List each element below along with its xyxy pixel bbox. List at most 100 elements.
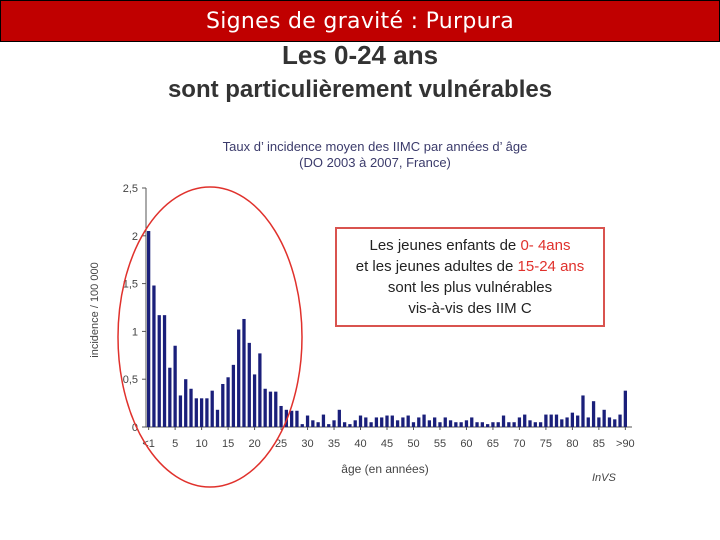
x-tick-label: 45: [381, 438, 393, 450]
chart-bars: [147, 231, 627, 427]
bar-age-6: [178, 395, 183, 427]
bar-age-59: [459, 422, 463, 427]
bar-age-38: [348, 424, 352, 427]
bar-age-45: [385, 415, 389, 427]
bar-age-79: [565, 417, 569, 427]
bar-age-2: [157, 315, 161, 427]
bar-age-64: [486, 424, 490, 427]
bar-age-31: [311, 420, 315, 427]
bar-age-43: [374, 417, 379, 427]
annotation-line-3: sont les plus vulnérables: [387, 279, 553, 296]
bar-age-12: [210, 390, 214, 427]
bar-age-26: [284, 409, 288, 427]
bar-age-13: [215, 409, 220, 427]
bar-age-48: [401, 417, 405, 427]
bar-age-82: [581, 395, 585, 427]
x-tick-label: 50: [407, 438, 419, 450]
bar-age-23: [268, 391, 273, 427]
x-axis-label: âge (en années): [341, 462, 428, 476]
bar-age-30: [305, 415, 310, 427]
bar-age-5: [173, 345, 177, 427]
bar-age-47: [395, 420, 400, 427]
bar-age-83: [586, 417, 590, 427]
bar-age-1: [152, 285, 156, 427]
highlight-ellipse: [117, 186, 303, 488]
bar-age-9: [194, 398, 198, 427]
bar-age-75: [544, 414, 548, 427]
x-tick-label: 75: [540, 438, 552, 450]
x-tick-label: >90: [616, 438, 635, 450]
annotation-text: Les jeunes enfants de: [369, 237, 521, 254]
y-tick-label: 2,5: [123, 183, 138, 195]
bar-age-57: [448, 420, 453, 427]
x-tick-label: 25: [275, 438, 287, 450]
y-axis-label: incidence / 100 000: [89, 262, 101, 357]
bar-age-36: [337, 409, 341, 427]
bar-age-84: [591, 401, 596, 427]
bar-age-87: [607, 417, 612, 427]
y-tick-label: 0,5: [123, 374, 138, 386]
bar-age-53: [427, 420, 432, 427]
bar-age-41: [364, 417, 368, 427]
bar-age-50: [411, 422, 416, 427]
x-tick-label: 15: [222, 438, 234, 450]
bar-age-37: [342, 422, 347, 427]
bar-age-60: [464, 420, 469, 427]
bar-age-39: [353, 420, 357, 427]
x-tick-label: 5: [172, 438, 178, 450]
bar-age-17: [237, 329, 241, 427]
bar-age-16: [231, 364, 236, 427]
bar-age-42: [369, 422, 373, 427]
x-tick-label: 40: [354, 438, 366, 450]
annotation-line-2: et les jeunes adultes de 15-24 ans: [337, 256, 603, 277]
bar-age-25: [279, 405, 283, 427]
bar-age-24: [274, 391, 278, 427]
bar-age-29: [300, 424, 304, 427]
bar-age-77: [554, 414, 559, 427]
x-tick-label: 35: [328, 438, 340, 450]
bar-age-34: [327, 424, 331, 427]
bar-age-3: [162, 315, 167, 427]
bar-age-86: [602, 409, 606, 427]
y-tick-label: 0: [132, 422, 138, 434]
bar-age-32: [316, 422, 320, 427]
y-tick-label: 1: [132, 326, 138, 338]
bar-age-56: [443, 417, 447, 427]
bar-age-70: [517, 417, 522, 427]
annotation-line-1: Les jeunes enfants de 0- 4ans: [337, 235, 603, 256]
annotation-highlight: 15-24 ans: [517, 258, 585, 275]
bar-age-71: [523, 414, 527, 427]
bar-age-76: [549, 414, 553, 427]
bar-age-11: [205, 398, 209, 427]
bar-age-49: [406, 415, 410, 427]
bar-age-46: [390, 415, 394, 427]
x-tick-label: 65: [487, 438, 499, 450]
bar-age-61: [470, 417, 474, 427]
bar-age-88: [613, 419, 617, 427]
bar-age-78: [560, 419, 564, 427]
chart-ticks: 0 0,5 1 1,5 2 2,5 <1 5 10 15 20 25 30 35 40 45 50 55 60 65 7…: [123, 183, 635, 450]
bar-age-14: [221, 383, 225, 427]
x-tick-label: 60: [460, 438, 472, 450]
bar-age-81: [576, 415, 580, 427]
bar-age-74: [538, 422, 543, 427]
bar-age-80: [570, 412, 575, 427]
bar-age-69: [512, 422, 516, 427]
bar-age-52: [422, 414, 426, 427]
y-tick-label: 2: [132, 231, 138, 243]
x-tick-label: 55: [434, 438, 446, 450]
bar-age-85: [597, 417, 601, 427]
slide-title: Signes de gravité : Purpura: [205, 8, 515, 34]
bar-age-72: [528, 420, 532, 427]
bar-age-19: [247, 342, 251, 427]
x-tick-label: <1: [142, 438, 155, 450]
annotation-box: Les jeunes enfants de 0- 4ans et les jeu…: [335, 227, 605, 327]
bar-age->90: [623, 390, 627, 427]
bar-age-10: [199, 398, 204, 427]
bar-age-8: [189, 388, 193, 427]
bar-age-67: [501, 415, 506, 427]
bar-age-7: [184, 379, 188, 427]
bar-age-44: [380, 417, 384, 427]
bar-age-73: [533, 422, 537, 427]
